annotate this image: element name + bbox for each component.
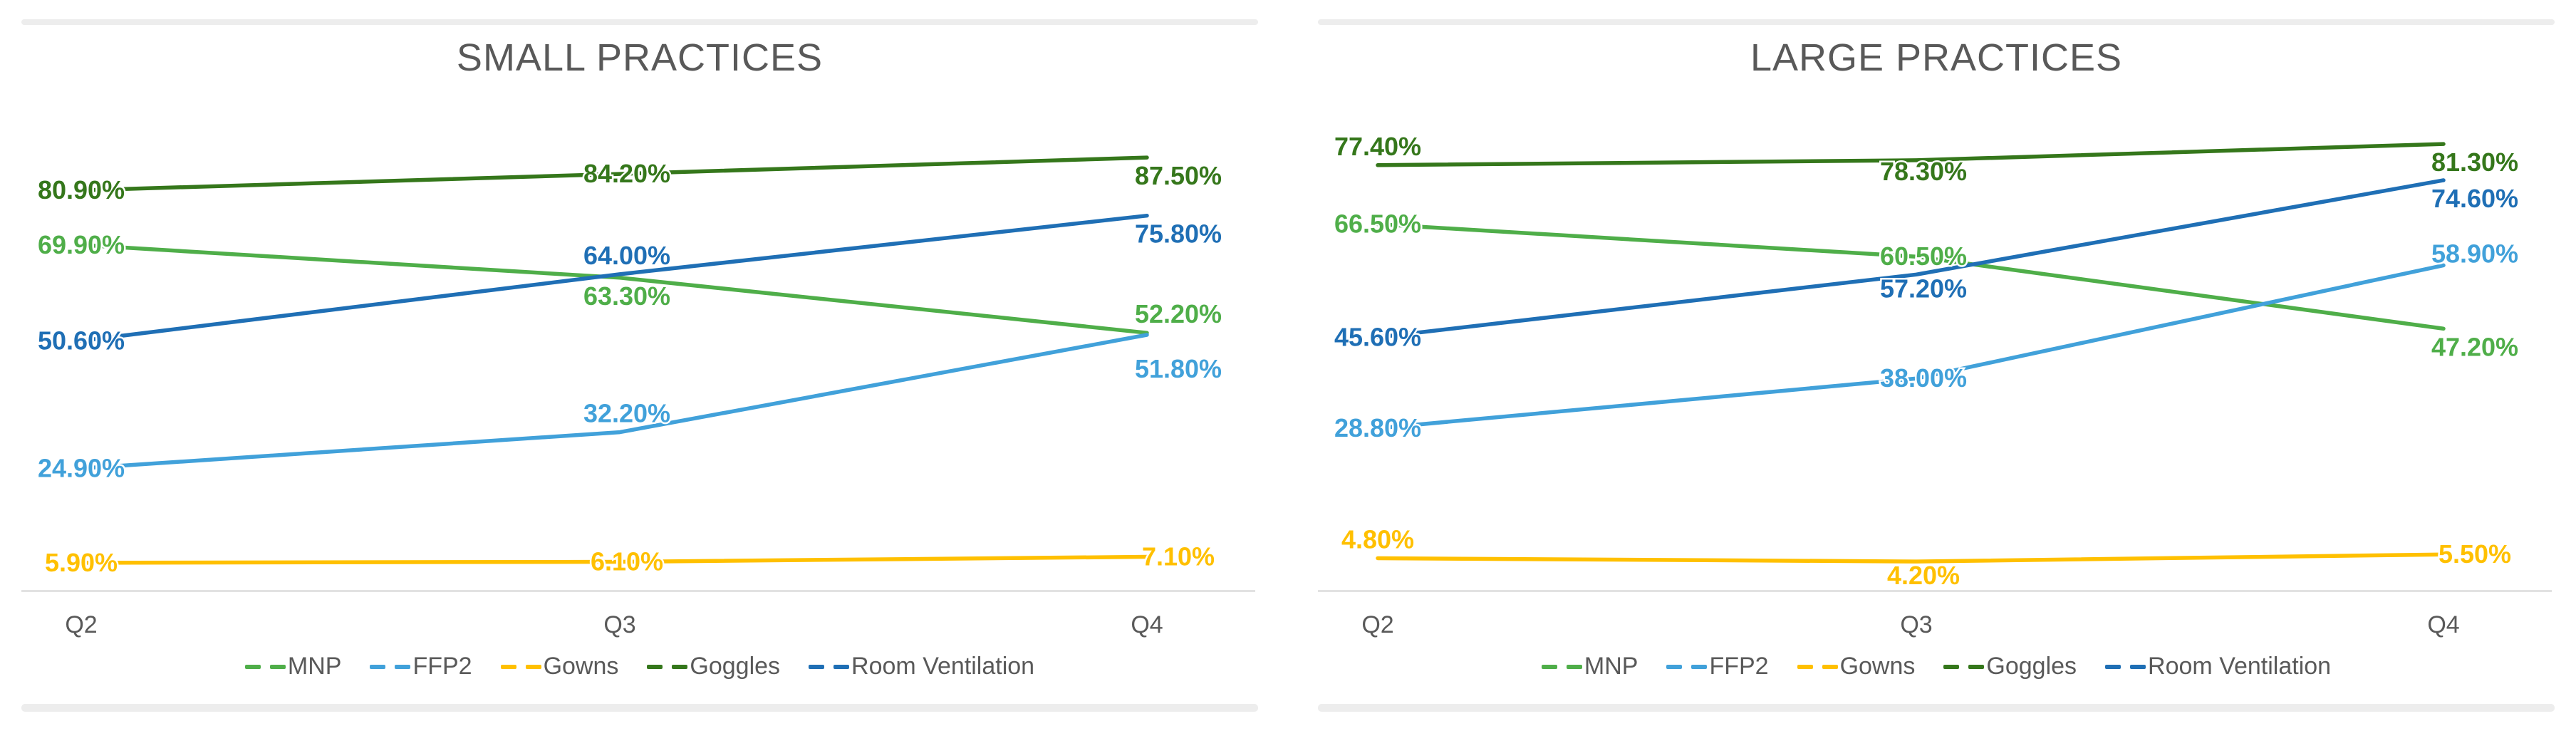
- data-label-mnp-q2: 66.50%: [1334, 209, 1421, 239]
- legend-dash-icon: [395, 664, 411, 669]
- x-axis-line: [1318, 590, 2552, 592]
- data-label-mnp-q4: 47.20%: [2431, 332, 2518, 361]
- chart-title: SMALL PRACTICES: [456, 36, 824, 79]
- x-tick-label-q2: Q2: [65, 611, 97, 638]
- data-label-mnp-q4: 52.20%: [1135, 299, 1222, 328]
- legend-item-room-ventilation: Room Ventilation: [2105, 653, 2331, 680]
- legend-dash-icon: [1943, 664, 1960, 669]
- legend-label: FFP2: [1709, 653, 1769, 680]
- x-tick-label-q3: Q3: [1900, 611, 1932, 638]
- data-label-gowns-q3: 4.20%: [1887, 561, 1960, 590]
- legend-dash-icon: [269, 664, 286, 669]
- panel-bottom-border: [1318, 704, 2555, 712]
- legend-dash-icon: [672, 664, 688, 669]
- data-label-room-ventilation-q2: 50.60%: [38, 326, 125, 355]
- series-line-goggles: [79, 155, 1149, 192]
- series-line-ffp2: [79, 333, 1149, 471]
- legend-dash-icon: [1968, 664, 1985, 669]
- data-label-gowns-q4: 5.50%: [2439, 539, 2511, 569]
- legend-dash-icon: [647, 664, 663, 669]
- panel-top-border: [1318, 19, 2555, 25]
- data-label-ffp2-q2: 24.90%: [38, 453, 125, 482]
- data-label-room-ventilation-q2: 45.60%: [1334, 322, 1421, 351]
- legend-item-mnp: MNP: [244, 653, 342, 680]
- chart-legend: MNP FFP2 Gowns Goggles Room Ventilation: [1318, 653, 2555, 680]
- legend-label: Room Ventilation: [851, 653, 1035, 680]
- legend-dash-icon: [833, 664, 850, 669]
- data-label-room-ventilation-q3: 64.00%: [583, 241, 670, 270]
- legend-label: Gowns: [543, 653, 619, 680]
- legend-dash-icon: [500, 664, 516, 669]
- data-label-ffp2-q4: 51.80%: [1135, 354, 1222, 383]
- series-line-goggles: [1376, 142, 2446, 167]
- x-axis-line: [21, 590, 1255, 592]
- data-label-ffp2-q3: 32.20%: [583, 399, 670, 428]
- data-label-ffp2-q3: 38.00%: [1880, 363, 1967, 393]
- data-label-room-ventilation-q4: 74.60%: [2431, 184, 2518, 213]
- data-label-ffp2-q2: 28.80%: [1334, 413, 1421, 442]
- data-label-room-ventilation-q4: 75.80%: [1135, 219, 1222, 249]
- legend-item-room-ventilation: Room Ventilation: [809, 653, 1034, 680]
- legend-dash-icon: [1666, 664, 1683, 669]
- legend-dash-icon: [2105, 664, 2121, 669]
- panel-top-border: [21, 19, 1258, 25]
- data-label-gowns-q2: 5.90%: [45, 548, 118, 577]
- legend-label: Gowns: [1839, 653, 1916, 680]
- legend-dash-icon: [370, 664, 386, 669]
- data-label-goggles-q2: 77.40%: [1334, 132, 1421, 161]
- legend-dash-icon: [1566, 664, 1582, 669]
- legend-item-goggles: Goggles: [647, 653, 780, 680]
- data-label-goggles-q2: 80.90%: [38, 175, 125, 204]
- series-line-room-ventilation: [79, 213, 1149, 343]
- legend-item-gowns: Gowns: [1797, 653, 1916, 680]
- legend-item-ffp2: FFP2: [1666, 653, 1769, 680]
- legend-item-ffp2: FFP2: [370, 653, 472, 680]
- plot-area: 69.90% 63.30% 52.20% 24.90% 32.20% 51.80% 5.90…: [21, 155, 1255, 638]
- data-label-goggles-q4: 87.50%: [1135, 161, 1222, 190]
- legend-label: FFP2: [412, 653, 472, 680]
- legend-dash-icon: [2130, 664, 2146, 669]
- legend-item-gowns: Gowns: [500, 653, 619, 680]
- data-label-gowns-q3: 6.10%: [591, 547, 663, 576]
- data-label-ffp2-q4: 58.90%: [2431, 239, 2518, 268]
- legend-label: MNP: [1584, 653, 1638, 680]
- series-line-room-ventilation: [1376, 178, 2446, 340]
- data-label-mnp-q3: 63.30%: [583, 281, 670, 311]
- x-tick-label-q3: Q3: [603, 611, 635, 638]
- chart-panel-small-practices: SMALL PRACTICES 69.90% 63.30% 52.20% 24.90%…: [21, 0, 1258, 731]
- series-line-gowns: [1376, 552, 2446, 564]
- data-label-goggles-q3: 78.30%: [1880, 157, 1967, 186]
- data-label-room-ventilation-q3: 57.20%: [1880, 274, 1967, 303]
- legend-dash-icon: [244, 664, 261, 669]
- series-line-mnp: [79, 243, 1149, 335]
- legend-label: Goggles: [690, 653, 781, 680]
- chart-panel-large-practices: LARGE PRACTICES 66.50% 60.50% 47.20% 28.80%…: [1318, 0, 2555, 731]
- data-label-goggles-q4: 81.30%: [2431, 147, 2518, 177]
- legend-item-goggles: Goggles: [1943, 653, 2077, 680]
- legend-label: MNP: [287, 653, 342, 680]
- legend-label: Room Ventilation: [2148, 653, 2332, 680]
- data-label-goggles-q3: 84.20%: [583, 159, 670, 188]
- legend-dash-icon: [525, 664, 541, 669]
- data-label-gowns-q4: 7.10%: [1142, 542, 1215, 571]
- legend-dash-icon: [1691, 664, 1708, 669]
- plot-area: 66.50% 60.50% 47.20% 28.80% 38.00% 58.90% 4.80…: [1318, 130, 2552, 638]
- series-line-gowns: [79, 554, 1149, 565]
- legend-dash-icon: [1541, 664, 1557, 669]
- chart-title: LARGE PRACTICES: [1750, 36, 2123, 79]
- panel-bottom-border: [21, 704, 1258, 712]
- data-label-mnp-q2: 69.90%: [38, 230, 125, 259]
- chart-legend: MNP FFP2 Gowns Goggles Room Ventilation: [21, 653, 1258, 680]
- series-line-ffp2: [1376, 263, 2446, 430]
- legend-label: Goggles: [1986, 653, 2077, 680]
- legend-dash-icon: [1822, 664, 1838, 669]
- x-tick-label-q4: Q4: [2427, 611, 2459, 638]
- x-tick-label-q4: Q4: [1131, 611, 1163, 638]
- data-label-gowns-q2: 4.80%: [1341, 525, 1414, 554]
- legend-dash-icon: [1797, 664, 1813, 669]
- data-label-mnp-q3: 60.50%: [1880, 242, 1967, 271]
- x-tick-label-q2: Q2: [1361, 611, 1393, 638]
- legend-item-mnp: MNP: [1541, 653, 1638, 680]
- legend-dash-icon: [809, 664, 825, 669]
